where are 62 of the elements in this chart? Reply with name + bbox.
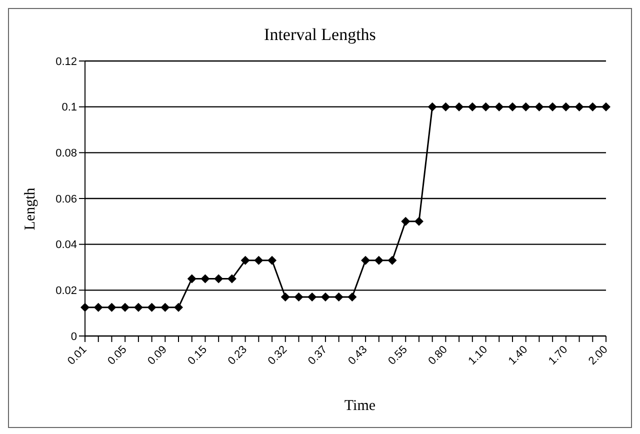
point <box>268 256 277 265</box>
point <box>374 256 384 265</box>
point <box>294 292 304 302</box>
x-tick-label: 0.23 <box>226 344 250 368</box>
point <box>174 302 184 312</box>
point <box>454 102 464 112</box>
y-tick-label: 0.12 <box>56 56 77 68</box>
y-tick-label: 0.1 <box>62 102 77 114</box>
point <box>361 256 370 265</box>
point <box>280 292 290 302</box>
y-tick-label: 0.02 <box>56 285 77 298</box>
point <box>160 302 170 312</box>
point <box>214 274 224 284</box>
x-tick-label: 1.70 <box>546 344 570 368</box>
point <box>388 256 397 265</box>
point <box>561 102 570 112</box>
point <box>134 302 143 312</box>
point <box>94 302 103 312</box>
point <box>441 102 450 112</box>
point <box>534 102 544 112</box>
point <box>308 292 317 302</box>
point <box>200 274 210 284</box>
x-tick-label: 1.10 <box>466 344 490 368</box>
point <box>588 102 598 112</box>
y-tick-label: 0.08 <box>56 148 77 160</box>
point <box>414 216 424 226</box>
point <box>602 102 610 112</box>
x-tick-label: 0.09 <box>146 344 170 368</box>
point <box>468 102 477 112</box>
x-tick-label: 0.32 <box>266 344 290 368</box>
point <box>508 102 517 112</box>
y-tick-label: 0.04 <box>56 239 77 252</box>
point <box>107 302 116 312</box>
point <box>334 292 344 302</box>
point <box>548 102 558 112</box>
point <box>348 292 357 302</box>
x-tick-label: 0.80 <box>426 344 450 368</box>
point <box>320 292 330 302</box>
x-axis-title: Time <box>343 398 377 415</box>
chart-title: Interval Lengths <box>263 25 377 45</box>
x-tick-label: 1.40 <box>506 344 530 368</box>
point <box>240 256 250 265</box>
point <box>428 102 437 112</box>
point <box>227 274 236 284</box>
point <box>494 102 504 112</box>
y-axis-title: Length <box>22 188 40 230</box>
point <box>521 102 530 112</box>
x-tick-label: 0.15 <box>186 344 210 368</box>
y-tick-label: 0 <box>70 330 77 343</box>
x-tick-label: 0.55 <box>386 344 410 368</box>
point <box>254 256 264 265</box>
y-tick-label: 0.06 <box>56 193 77 206</box>
point <box>481 102 490 112</box>
point <box>401 216 410 226</box>
x-tick-label: 0.05 <box>106 344 130 368</box>
point <box>120 302 130 312</box>
point <box>80 302 90 312</box>
x-tick-label: 0.43 <box>346 344 370 368</box>
point <box>187 274 196 284</box>
point <box>574 102 584 112</box>
point <box>147 302 156 312</box>
x-tick-label: 0.01 <box>66 344 90 368</box>
